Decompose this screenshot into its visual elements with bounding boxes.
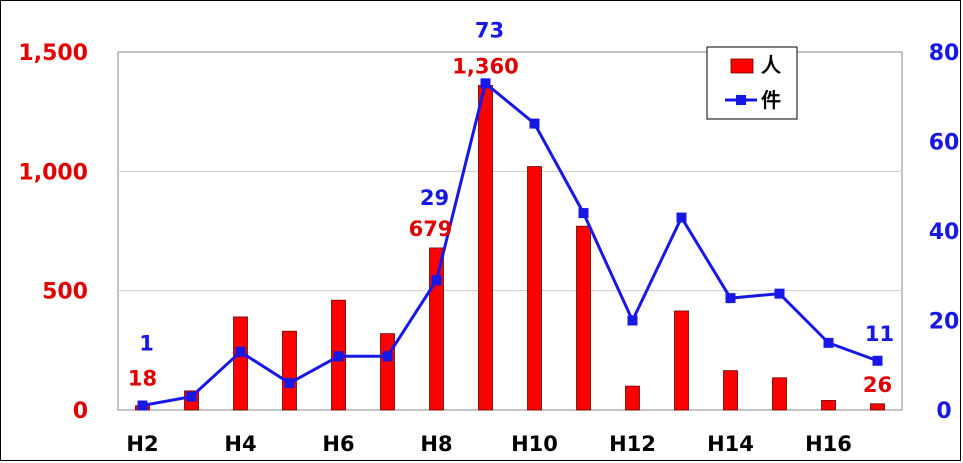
bar xyxy=(625,385,640,411)
line-point xyxy=(284,378,295,389)
x-tick-label: H16 xyxy=(805,432,852,456)
bar-data-label: 1,360 xyxy=(452,54,518,78)
x-tick-label: H6 xyxy=(322,432,354,456)
line-point xyxy=(627,315,638,326)
y-left-tick-label: 1,500 xyxy=(18,41,88,66)
bar xyxy=(233,316,248,411)
bar xyxy=(429,247,444,411)
line-point xyxy=(578,208,589,219)
line-data-label: 1 xyxy=(139,332,154,356)
legend-label-line: 件 xyxy=(761,88,781,112)
y-right-tick-label: 40 xyxy=(929,220,960,245)
line-data-label: 29 xyxy=(420,186,449,210)
y-left-tick-label: 0 xyxy=(73,399,88,424)
x-tick-label: H8 xyxy=(420,432,452,456)
legend-label-bar: 人 xyxy=(761,53,782,77)
legend xyxy=(706,46,798,120)
legend-bar-swatch xyxy=(730,58,754,74)
bar xyxy=(772,377,787,411)
line-point xyxy=(529,118,540,129)
line-point xyxy=(823,337,834,348)
x-tick-label: H12 xyxy=(609,432,656,456)
bar xyxy=(380,333,395,411)
y-right-tick-label: 80 xyxy=(929,41,960,66)
x-tick-label: H2 xyxy=(126,432,158,456)
line-point xyxy=(137,400,148,411)
line-point xyxy=(382,351,393,362)
line-data-label: 11 xyxy=(865,322,894,346)
bar xyxy=(870,403,885,411)
bar xyxy=(282,330,297,411)
line-point xyxy=(872,355,883,366)
legend-line-marker xyxy=(736,95,746,105)
line-point xyxy=(774,288,785,299)
series-line xyxy=(142,80,879,408)
bar-data-label: 26 xyxy=(863,373,892,397)
line-point xyxy=(676,212,687,223)
bar xyxy=(723,370,738,411)
y-left-tick-label: 1,000 xyxy=(18,160,88,185)
y-right-tick-label: 20 xyxy=(929,310,960,335)
bar xyxy=(527,166,542,411)
line-data-label: 73 xyxy=(475,18,504,42)
x-tick-label: H4 xyxy=(224,432,256,456)
bar-data-label: 18 xyxy=(128,367,157,391)
x-tick-label: H14 xyxy=(707,432,754,456)
line-point xyxy=(186,391,197,402)
y-right-tick-label: 60 xyxy=(929,131,960,156)
line-point xyxy=(431,275,442,286)
y-left-tick-label: 500 xyxy=(42,280,88,305)
y-right-tick-label: 0 xyxy=(936,399,951,424)
bar xyxy=(478,85,493,411)
x-tick-label: H10 xyxy=(511,432,558,456)
bar xyxy=(674,310,689,411)
line-point xyxy=(235,346,246,357)
plot-area xyxy=(117,51,903,411)
bar-data-label: 679 xyxy=(409,217,453,241)
bar xyxy=(576,225,591,411)
bar xyxy=(821,400,836,411)
line-point xyxy=(480,78,491,89)
line-point xyxy=(725,293,736,304)
line-point xyxy=(333,351,344,362)
